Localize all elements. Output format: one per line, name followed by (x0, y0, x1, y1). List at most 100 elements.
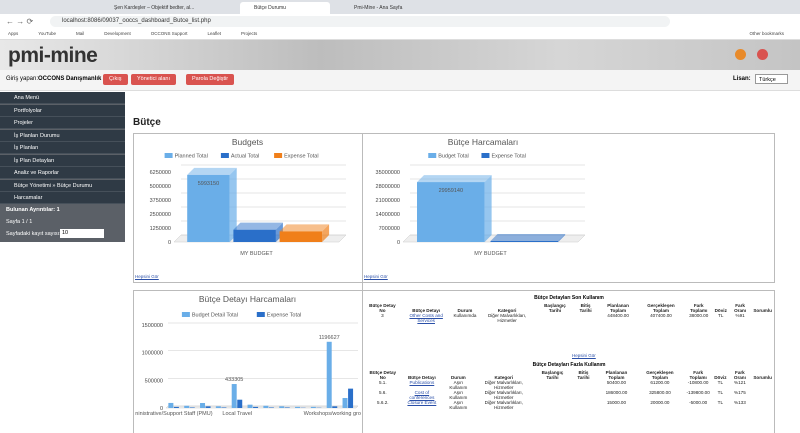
bar (215, 406, 221, 408)
table-cell: %133 (734, 400, 746, 405)
bar-side (558, 234, 566, 242)
y-tick-label: 2500000 (150, 212, 171, 218)
other-bookmarks[interactable]: Other bookmarks (749, 31, 784, 36)
legend-swatch (220, 153, 229, 158)
table-cell[interactable]: Closure Event (407, 400, 437, 405)
bookmark[interactable]: Apps (8, 31, 19, 36)
browser-tab[interactable]: Şen Kardeşler – Objektif bedter, al... (100, 2, 220, 14)
menu-item[interactable]: İş Planları (0, 142, 125, 154)
nav-buttons[interactable]: ← → ⟳ (6, 17, 34, 26)
bookmark[interactable]: Projects (241, 31, 258, 36)
table-cell: %121 (734, 380, 746, 385)
menu-item[interactable]: Ana Menü (0, 92, 125, 104)
legend-label: Actual Total (231, 154, 259, 160)
y-tick-label: 28000000 (376, 184, 400, 190)
x-tick-label: Local Travel (222, 411, 252, 417)
y-tick-label: 1000000 (142, 351, 163, 357)
menu-item[interactable]: Projeler (0, 117, 125, 129)
menu-item[interactable]: Bütçe Yönetimi » Bütçe Durumu (0, 179, 125, 192)
bar (284, 407, 290, 408)
login-label: Giriş yapan: (6, 76, 39, 82)
address-bar: ← → ⟳ localhost:8086/09037_ooccs_dashboa… (0, 14, 800, 30)
bar (247, 404, 253, 408)
logo[interactable]: pmi-mine (8, 44, 98, 67)
bar (200, 403, 206, 408)
bookmark[interactable]: Leaflet (207, 31, 222, 36)
button[interactable]: Parola Değiştir (186, 74, 235, 85)
found-count: Bulunan Ayrıntılar: 1 (6, 207, 60, 213)
table-cell: Aşırı Kullanım (449, 380, 468, 390)
table-cell: 407400.00 (650, 313, 672, 318)
table-cell (571, 390, 596, 400)
table-row: 5.6.2. Closure Event Aşırı Kullanım Diğer M… (365, 400, 773, 410)
table-cell: 61200.00 (650, 380, 670, 385)
table-cell (571, 380, 596, 390)
column-header: Fark Oranı (734, 303, 747, 313)
table-cell: 325800.00 (649, 390, 671, 395)
data-table: Bütçe Detay No Bütçe Detayı Durum Kategori B… (365, 370, 773, 410)
language-select[interactable]: Türkçe (755, 74, 788, 84)
table-cell: TL (718, 313, 724, 318)
column-header: Fark Oranı (733, 370, 746, 380)
table-cell: Diğer Malvarlıkları, Hizmetler (484, 390, 523, 400)
y-tick-label: 0 (397, 240, 400, 246)
bar (348, 388, 354, 408)
menu-item[interactable]: İş Planları Durumu (0, 129, 125, 142)
chart: Bütçe Detayı Harcamaları Budget Detail To… (135, 294, 361, 417)
menu-item[interactable]: Analiz ve Raporlar (0, 167, 125, 179)
browser-tab[interactable]: Bütçe Durumu (240, 2, 330, 14)
menu-item[interactable]: Portfolyolar (0, 104, 125, 117)
table-title: Bütçe Detayları Fazla Kullanım (532, 362, 606, 368)
table-cell: %91 (735, 313, 745, 318)
table-cell: -10800.00 (687, 380, 709, 385)
button[interactable]: Yönetici alanı (131, 74, 177, 85)
bookmark[interactable]: Mail (75, 31, 85, 36)
table-cell: Aşırı Kullanım (449, 390, 468, 400)
table-cell (752, 380, 773, 390)
y-tick-label: 21000000 (376, 198, 400, 204)
table-cell (534, 400, 571, 410)
table-cell: Diğer Malvarlıkları, Hizmetler (487, 313, 527, 323)
url[interactable]: localhost:8086/09037_ooccs_dashboard_But… (50, 16, 670, 27)
table-cell: Diğer Malvarlıkları, Hizmetler (484, 400, 523, 410)
chart-title: Bütçe Harcamaları (448, 137, 518, 147)
y-tick-label: 3750000 (150, 198, 171, 204)
table-overuse: Bütçe Detayları Fazla Kullanım Bütçe Deta… (365, 360, 773, 433)
column-header: Sorumlu (753, 375, 772, 380)
column-header: Kategori (494, 375, 514, 380)
per-page-select[interactable]: 10 (60, 229, 104, 238)
y-tick-label: 1250000 (150, 226, 171, 232)
button[interactable]: Çıkış (103, 74, 128, 85)
menu-item[interactable]: Harcamalar (0, 192, 125, 204)
table-cell[interactable]: Publications (409, 380, 435, 385)
bar (279, 231, 323, 242)
table-cell[interactable]: Cost of conferences (409, 390, 435, 400)
language-label: Lisan: (733, 76, 751, 82)
bar (189, 407, 195, 408)
table-row: 5.1. Publications Aşırı Kullanım Diğer Malv… (365, 380, 773, 390)
table-cell[interactable]: Other Costs and Services (409, 313, 443, 323)
legend-label: Expense Total (284, 154, 318, 160)
menu-item[interactable]: İş Plan Detayları (0, 154, 125, 167)
see-all-link[interactable]: Hepsini Gör (364, 274, 388, 279)
bar (263, 405, 269, 408)
table-cell: TL (717, 380, 724, 385)
info-icon[interactable] (757, 49, 768, 60)
bar (205, 406, 211, 408)
see-all-link[interactable]: Hepsini Gör (572, 353, 596, 358)
browser-tab[interactable]: Pmi-Mine - Ana Sayfa (340, 2, 430, 14)
see-all-link[interactable]: Hepsini Gör (135, 274, 159, 279)
bar-side (229, 167, 237, 242)
x-tick-label: MY BUDGET (474, 251, 507, 257)
table-cell: 186000.00 (605, 390, 628, 395)
legend-swatch (274, 153, 283, 158)
bookmark[interactable]: OCCONS Support (150, 31, 188, 36)
bar (295, 406, 301, 408)
panel-bottom (133, 290, 775, 433)
bookmark[interactable]: Development (104, 31, 131, 36)
bar (279, 406, 285, 408)
bar-top (279, 224, 330, 232)
bookmark[interactable]: YouTube (38, 31, 56, 36)
column-header: Bütçe Detay No (369, 370, 397, 380)
help-icon[interactable] (735, 49, 746, 60)
